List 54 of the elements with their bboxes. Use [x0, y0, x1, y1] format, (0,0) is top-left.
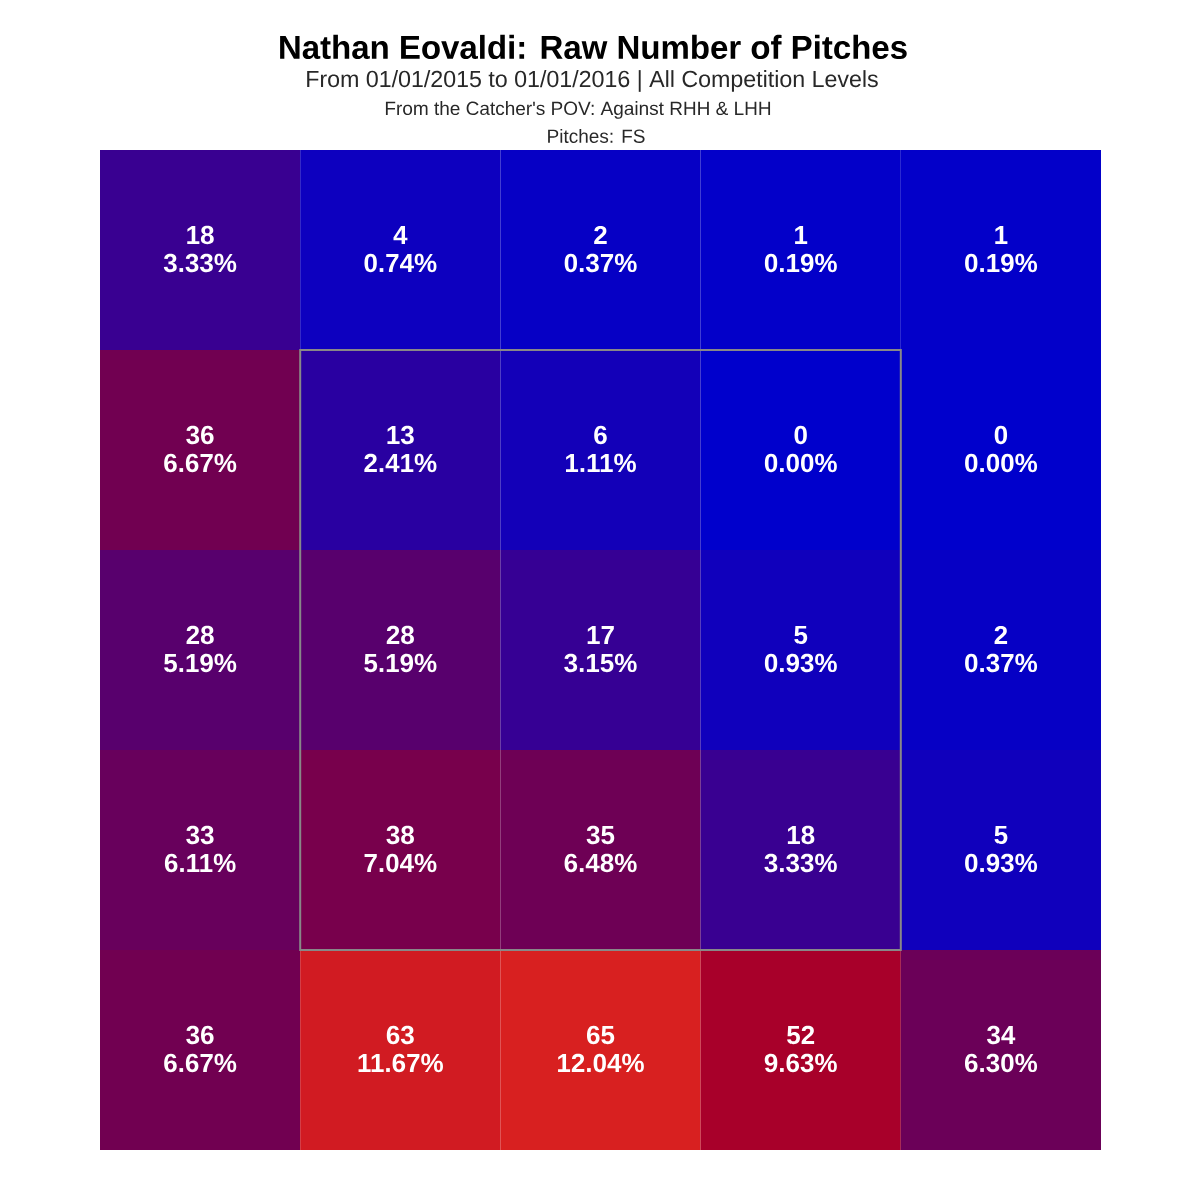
- data-label: 34: [987, 1025, 1016, 1045]
- data-label: 13: [387, 425, 414, 445]
- annotation: 3.33%: [163, 253, 237, 273]
- annotation: 5.19%: [364, 653, 437, 673]
- annotation: 0.74%: [364, 253, 437, 273]
- annotation: 7.04%: [364, 853, 437, 873]
- data-label: 18: [787, 825, 815, 845]
- text: From the Catcher's POV: Against RHH & LHH: [385, 101, 771, 119]
- annotation: 0.37%: [965, 653, 1038, 673]
- data-label: 33: [186, 825, 214, 845]
- data-label: 18: [187, 225, 214, 245]
- annotation: 3.33%: [764, 853, 837, 873]
- annotation: 0.93%: [965, 853, 1038, 873]
- data-label: 1: [795, 226, 808, 244]
- data-label: 4: [393, 226, 408, 244]
- data-label: 6: [594, 425, 607, 445]
- annotation: 0.93%: [764, 653, 837, 673]
- annotation: 0.00%: [965, 453, 1038, 473]
- data-label: 52: [787, 1025, 815, 1045]
- data-label: 17: [587, 626, 614, 644]
- annotation: 9.63%: [764, 1053, 837, 1073]
- data-label: 38: [386, 825, 414, 845]
- data-label: 0: [794, 425, 807, 445]
- annotation: 3.15%: [564, 653, 637, 673]
- data-label: 28: [186, 625, 214, 645]
- chart-subtitle: From 01/01/2015 to 01/01/2016 | All Competition Levels: [307, 70, 878, 92]
- data-label: 1: [995, 226, 1008, 244]
- data-label: 0: [994, 425, 1008, 445]
- data-label: 5: [994, 825, 1008, 845]
- data-label: 36: [186, 425, 214, 445]
- data-label: 2: [594, 225, 607, 245]
- annotation: 11.67%: [358, 1053, 443, 1073]
- data-label: 65: [586, 1025, 615, 1045]
- annotation: 12.04%: [558, 1053, 644, 1073]
- chart-title: Nathan Eovaldi: Raw Number of Pitches: [280, 34, 907, 60]
- annotation: 6.11%: [164, 853, 236, 873]
- annotation: 6.67%: [164, 1053, 237, 1073]
- annotation: 2.41%: [364, 453, 437, 473]
- annotation: 1.11%: [565, 453, 636, 473]
- data-label: 5: [794, 625, 808, 645]
- annotation: 5.19%: [164, 653, 237, 673]
- data-label: 28: [386, 625, 414, 645]
- data-label: 35: [586, 825, 615, 845]
- data-label: 2: [994, 625, 1008, 645]
- annotation: 6.30%: [964, 1053, 1038, 1073]
- data-label: 63: [386, 1025, 414, 1045]
- annotation: 0.00%: [764, 453, 837, 473]
- annotation: 0.19%: [764, 253, 837, 273]
- data-label: 36: [186, 1025, 214, 1045]
- annotation: 0.37%: [564, 253, 637, 273]
- text: Pitches: FS: [548, 129, 645, 143]
- annotation: 6.67%: [164, 453, 237, 473]
- annotation: 0.19%: [965, 253, 1038, 273]
- annotation: 6.48%: [564, 853, 637, 873]
